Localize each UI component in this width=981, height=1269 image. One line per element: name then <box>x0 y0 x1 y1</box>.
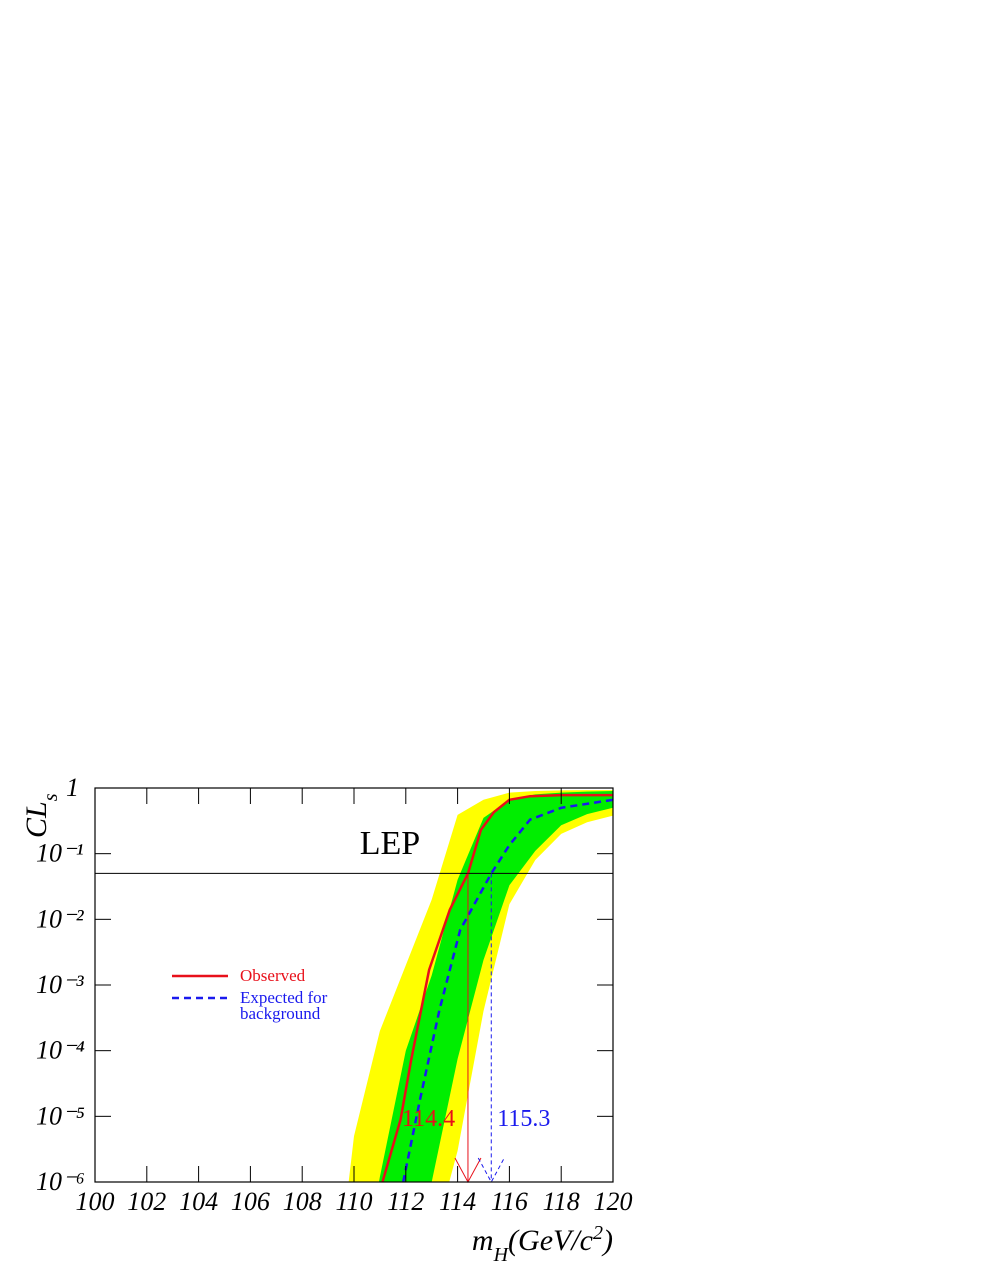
legend-swatch <box>172 974 228 978</box>
x-tick-label: 112 <box>387 1187 424 1216</box>
plot-area <box>348 790 613 1182</box>
legend: Observed Expected for background <box>172 966 350 1028</box>
limit-arrow <box>477 1157 505 1184</box>
y-tick-label: 10⁻⁶ <box>36 1167 85 1196</box>
y-axis-title-part: CL <box>20 801 53 838</box>
x-axis-title-part: (GeV/c <box>508 1224 593 1257</box>
x-tick-label: 108 <box>283 1187 322 1216</box>
x-tick-label: 106 <box>231 1187 270 1216</box>
y-tick-label: 10⁻³ <box>36 970 85 999</box>
y-axis-title: CLs <box>20 793 62 838</box>
y-tick-label: 1 <box>66 773 79 802</box>
x-tick-label: 118 <box>543 1187 580 1216</box>
legend-swatch <box>172 996 228 1000</box>
limit-label: 114.4 <box>402 1106 455 1132</box>
y-axis-title-part: s <box>40 793 62 801</box>
y-tick-label: 10⁻⁴ <box>36 1036 85 1065</box>
x-axis-title-part: H <box>493 1244 510 1266</box>
x-tick-label: 120 <box>594 1187 633 1216</box>
band <box>378 791 613 1182</box>
axes: 114.4 115.3 100 102 104 106 108 110 112 114 116 118… <box>20 773 633 1266</box>
y-tick-label: 10⁻¹ <box>36 839 84 868</box>
x-tick-label: 110 <box>335 1187 372 1216</box>
y-tick-label: 10⁻² <box>36 904 85 933</box>
legend-label: Expected for background <box>240 988 328 1023</box>
legend-label: Observed <box>240 966 306 985</box>
limit-label: 115.3 <box>497 1106 550 1132</box>
series-line <box>401 798 613 1182</box>
legend-item: Expected for background <box>172 988 350 1023</box>
x-tick-label: 100 <box>76 1187 115 1216</box>
legend-item: Observed <box>172 966 350 985</box>
x-axis-title-part: m <box>472 1224 494 1257</box>
x-tick-label: 102 <box>127 1187 166 1216</box>
x-axis-title-part: 2 <box>593 1222 603 1244</box>
x-tick-label: 116 <box>491 1187 528 1216</box>
x-axis-title: mH(GeV/c2) <box>472 1222 613 1266</box>
x-axis-title-part: ) <box>601 1224 613 1257</box>
x-tick-label: 104 <box>179 1187 218 1216</box>
annotation: LEP <box>360 825 420 862</box>
y-tick-label: 10⁻⁵ <box>36 1101 85 1130</box>
x-tick-label: 114 <box>439 1187 476 1216</box>
series-line <box>381 793 613 1182</box>
